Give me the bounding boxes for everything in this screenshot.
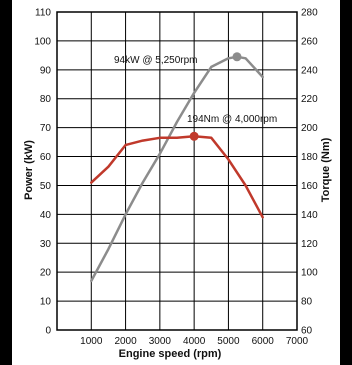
y-left-tick-label: 30	[40, 239, 52, 250]
y-right-tick-label: 220	[301, 94, 318, 105]
x-tick-label: 3000	[149, 336, 172, 347]
y-left-tick-label: 60	[40, 152, 52, 163]
plot-frame	[56, 11, 298, 331]
plot-border	[56, 11, 298, 331]
power-line	[90, 55, 264, 283]
engine-chart: 0 10 20 30 40 50 60 70 80 90 100 110 60 80 100 120 140 16…	[23, 8, 332, 361]
y-axis-right-label: Torque (Nm)	[320, 137, 332, 202]
x-tick-label: 1000	[80, 336, 103, 347]
series-layer	[90, 52, 264, 283]
y-left-tick-label: 50	[40, 181, 52, 192]
y-left-tick-label: 100	[34, 36, 51, 47]
y-right-tick-label: 100	[301, 268, 318, 279]
x-axis-label: Engine speed (rpm)	[119, 348, 222, 360]
x-tick-label: 2000	[114, 336, 137, 347]
x-tick-label: 5000	[217, 336, 240, 347]
y-right-tick-label: 140	[301, 210, 318, 221]
y-left-tick-label: 110	[35, 8, 51, 19]
y-left-tick-label: 40	[40, 210, 52, 221]
x-tick-label: 6000	[252, 336, 275, 347]
y-left-tick-label: 10	[40, 297, 52, 308]
y-right-tick-label: 200	[301, 123, 318, 134]
peak-torque-marker	[189, 131, 199, 141]
tick-labels: 0 10 20 30 40 50 60 70 80 90 100 110 60 80 100 120 140 16…	[34, 8, 318, 348]
peak-torque-annotation: 194Nm @ 4,000rpm	[187, 114, 277, 125]
x-tick-label: 7000	[286, 336, 309, 347]
y-right-tick-label: 80	[301, 297, 313, 308]
y-left-tick-label: 20	[40, 268, 52, 279]
chart-figure: 0 10 20 30 40 50 60 70 80 90 100 110 60 80 100 120 140 16…	[12, 0, 340, 365]
y-left-tick-label: 80	[40, 94, 52, 105]
x-tick-label: 4000	[183, 336, 206, 347]
torque-line	[90, 135, 264, 219]
y-axis-left-label: Power (kW)	[23, 140, 35, 200]
y-right-tick-label: 120	[301, 239, 318, 250]
y-right-tick-label: 60	[301, 326, 313, 337]
y-right-tick-label: 240	[301, 65, 318, 76]
y-right-tick-label: 260	[301, 36, 318, 47]
y-right-tick-label: 180	[301, 152, 318, 163]
y-right-tick-label: 280	[301, 8, 318, 19]
y-left-tick-label: 90	[40, 65, 52, 76]
y-left-tick-label: 70	[40, 123, 52, 134]
peak-power-annotation: 94kW @ 5,250rpm	[114, 55, 198, 66]
y-left-tick-label: 0	[45, 326, 51, 337]
peak-power-marker	[232, 52, 242, 62]
y-right-tick-label: 160	[301, 181, 318, 192]
